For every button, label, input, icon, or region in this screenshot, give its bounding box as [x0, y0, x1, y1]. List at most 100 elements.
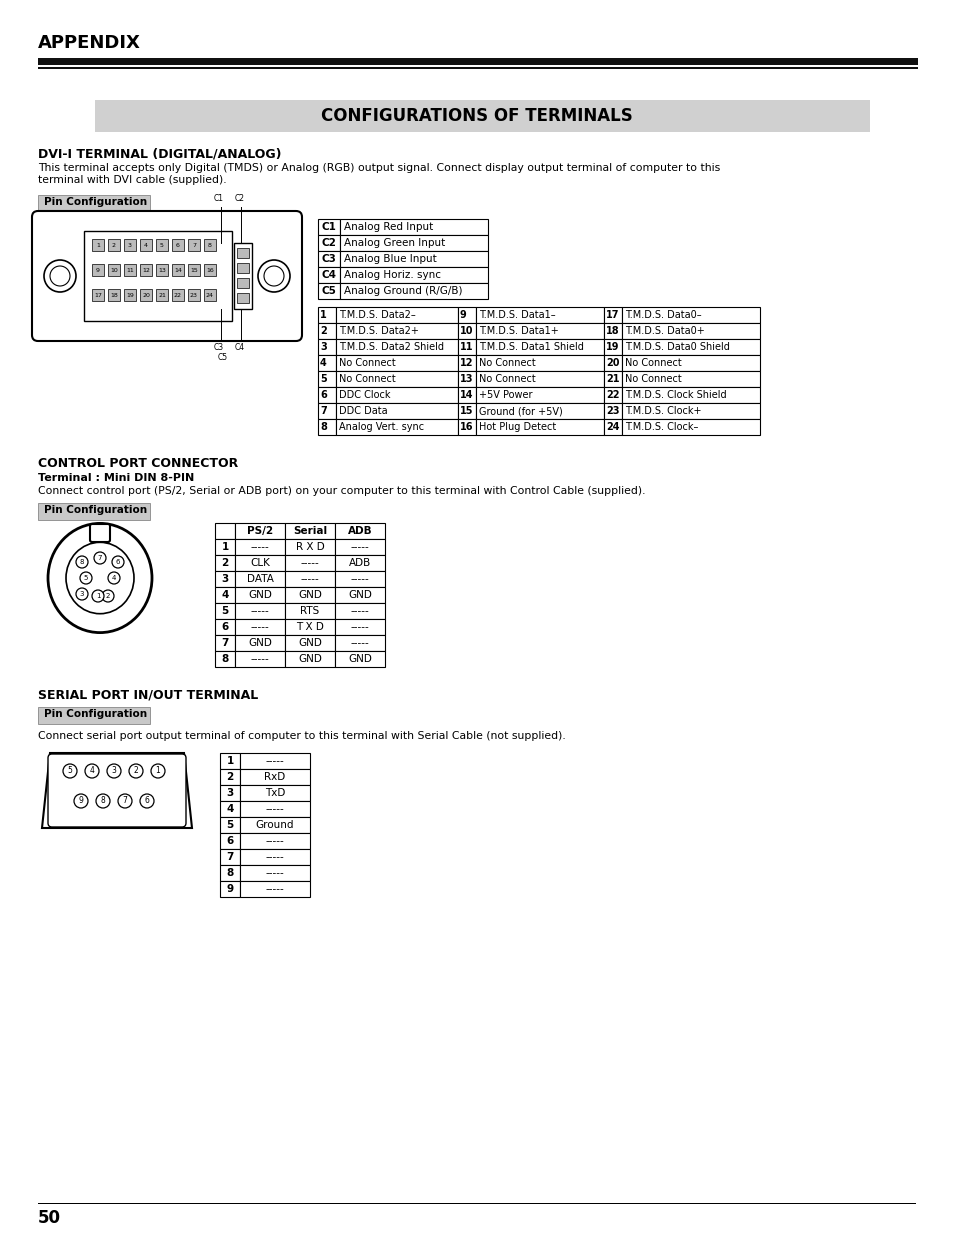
- Circle shape: [85, 764, 99, 778]
- Bar: [214, 538, 234, 555]
- Bar: [91, 289, 104, 301]
- Text: 4: 4: [226, 804, 233, 814]
- Text: RTS: RTS: [300, 606, 319, 616]
- Bar: [285, 587, 335, 603]
- Bar: [188, 240, 200, 251]
- Text: 23: 23: [605, 406, 618, 416]
- Text: 5: 5: [221, 606, 229, 616]
- Bar: [457, 419, 476, 435]
- Bar: [285, 555, 335, 571]
- Bar: [204, 264, 215, 275]
- Text: 1: 1: [96, 242, 100, 247]
- Text: T.M.D.S. Data2 Shield: T.M.D.S. Data2 Shield: [338, 342, 443, 352]
- Text: 2: 2: [221, 558, 229, 568]
- Bar: [124, 289, 136, 301]
- Circle shape: [264, 266, 284, 287]
- Circle shape: [63, 764, 77, 778]
- Bar: [108, 264, 120, 275]
- Circle shape: [112, 556, 124, 568]
- Circle shape: [80, 572, 91, 584]
- Text: -----: -----: [251, 606, 269, 616]
- Text: Connect control port (PS/2, Serial or ADB port) on your computer to this termina: Connect control port (PS/2, Serial or AD…: [38, 487, 645, 496]
- Text: Ground (for +5V): Ground (for +5V): [478, 406, 562, 416]
- Text: Hot Plug Detect: Hot Plug Detect: [478, 422, 556, 432]
- Text: GND: GND: [297, 638, 321, 648]
- Bar: [38, 503, 150, 520]
- Bar: [285, 635, 335, 651]
- Text: 8: 8: [319, 422, 327, 432]
- Bar: [236, 248, 249, 258]
- Bar: [234, 571, 285, 587]
- Text: -----: -----: [351, 622, 369, 632]
- Text: No Connect: No Connect: [624, 374, 681, 384]
- Text: 9: 9: [78, 797, 83, 805]
- Bar: [38, 67, 917, 68]
- Text: 9: 9: [226, 884, 233, 894]
- Bar: [220, 848, 240, 864]
- Bar: [457, 370, 476, 387]
- Bar: [240, 864, 310, 881]
- Text: 6: 6: [226, 836, 233, 846]
- Bar: [335, 571, 385, 587]
- Text: +5V Power: +5V Power: [478, 390, 532, 400]
- Text: Terminal : Mini DIN 8-PIN: Terminal : Mini DIN 8-PIN: [38, 473, 194, 483]
- Text: No Connect: No Connect: [338, 358, 395, 368]
- Bar: [234, 587, 285, 603]
- Text: T.M.D.S. Clock+: T.M.D.S. Clock+: [624, 406, 700, 416]
- Bar: [603, 419, 621, 435]
- Bar: [220, 818, 240, 832]
- Bar: [476, 338, 603, 354]
- Circle shape: [50, 266, 70, 287]
- Text: 3: 3: [112, 767, 116, 776]
- Bar: [172, 240, 184, 251]
- Bar: [621, 370, 760, 387]
- Bar: [285, 603, 335, 619]
- Text: 21: 21: [158, 293, 166, 298]
- Text: -----: -----: [265, 852, 284, 862]
- Bar: [91, 264, 104, 275]
- Bar: [335, 635, 385, 651]
- Bar: [317, 419, 335, 435]
- Bar: [236, 293, 249, 303]
- Text: 7: 7: [319, 406, 327, 416]
- Bar: [234, 619, 285, 635]
- Bar: [317, 267, 339, 283]
- Bar: [317, 235, 339, 251]
- Bar: [339, 267, 488, 283]
- Text: GND: GND: [248, 638, 272, 648]
- Bar: [457, 387, 476, 403]
- Bar: [317, 338, 335, 354]
- Text: Analog Red Input: Analog Red Input: [344, 222, 433, 232]
- Text: 8: 8: [226, 868, 233, 878]
- Circle shape: [76, 556, 88, 568]
- Bar: [317, 219, 339, 235]
- Text: Analog Ground (R/G/B): Analog Ground (R/G/B): [344, 287, 462, 296]
- Bar: [234, 538, 285, 555]
- Text: 6: 6: [221, 622, 229, 632]
- Text: 16: 16: [459, 422, 473, 432]
- Bar: [476, 387, 603, 403]
- Bar: [38, 706, 150, 724]
- Bar: [172, 264, 184, 275]
- Text: 10: 10: [110, 268, 118, 273]
- Bar: [285, 619, 335, 635]
- Text: APPENDIX: APPENDIX: [38, 35, 141, 52]
- Text: Serial: Serial: [293, 526, 327, 536]
- Bar: [234, 603, 285, 619]
- Text: 18: 18: [605, 326, 619, 336]
- Bar: [38, 1203, 915, 1204]
- Text: 1: 1: [319, 310, 327, 320]
- Text: DDC Data: DDC Data: [338, 406, 387, 416]
- Circle shape: [91, 590, 104, 601]
- Text: 7: 7: [97, 555, 102, 561]
- Bar: [335, 387, 457, 403]
- Bar: [603, 308, 621, 324]
- Text: RxD: RxD: [264, 772, 285, 782]
- Text: 9: 9: [459, 310, 466, 320]
- Text: 17: 17: [605, 310, 618, 320]
- Text: -----: -----: [265, 756, 284, 766]
- Bar: [240, 881, 310, 897]
- Text: 18: 18: [110, 293, 118, 298]
- Text: T.M.D.S. Clock–: T.M.D.S. Clock–: [624, 422, 698, 432]
- Text: GND: GND: [348, 655, 372, 664]
